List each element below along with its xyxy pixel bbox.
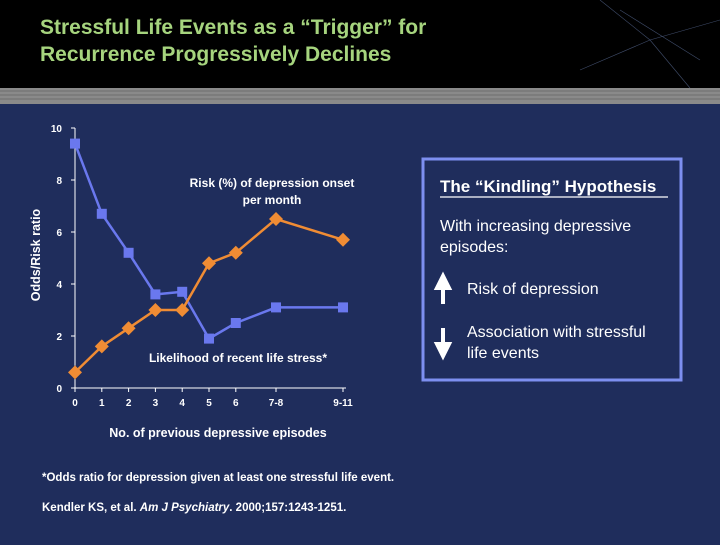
x-tick-label: 9-11 — [333, 398, 353, 409]
sidebar-item: Association with stressful life events — [467, 324, 646, 362]
x-tick-label: 0 — [72, 398, 78, 409]
series-label: Risk (%) of depression onset per month — [189, 176, 355, 207]
marker — [68, 365, 82, 380]
stripe — [0, 88, 720, 104]
marker — [336, 232, 350, 247]
x-tick-label: 3 — [153, 398, 159, 409]
marker — [123, 247, 134, 258]
neuron-art — [579, 0, 720, 89]
marker — [175, 303, 190, 317]
marker — [338, 302, 348, 313]
down-arrow — [433, 328, 453, 361]
x-tick-label: 1 — [99, 398, 105, 409]
marker — [177, 286, 188, 297]
stripe-lines — [0, 90, 720, 100]
citation-journal: Am J Psychiatry — [139, 502, 230, 514]
marker — [230, 318, 241, 328]
marker — [269, 212, 283, 226]
header-band — [0, 0, 720, 88]
footnote: *Odds ratio for depression given at leas… — [42, 472, 395, 484]
series-line — [74, 217, 344, 374]
y-axis-label: Odds/Risk ratio — [29, 208, 43, 301]
marker — [150, 289, 161, 300]
sidebar-item: Risk of depression — [467, 281, 599, 298]
y-tick-label: 8 — [56, 176, 62, 187]
y-tick-label: 2 — [56, 332, 62, 343]
up-arrow — [433, 271, 453, 304]
series-label: Likelihood of recent life stress* — [149, 351, 327, 365]
title-line: Recurrence Progressively Declines — [40, 43, 391, 66]
citation: Kendler KS, et al. Am J Psychiatry. 2000… — [42, 502, 346, 514]
marker — [70, 138, 80, 149]
x-axis-label: No. of previous depressive episodes — [109, 426, 326, 440]
marker — [271, 302, 281, 313]
marker — [121, 321, 136, 336]
citation-details: . 2000;157:1243-1251. — [229, 502, 347, 514]
y-tick-label: 6 — [56, 228, 62, 239]
citation-authors: Kendler KS, et al. — [42, 502, 137, 514]
marker — [148, 303, 163, 317]
sidebar-intro: With increasing depressive episodes: — [440, 218, 632, 256]
x-tick-label: 2 — [126, 398, 132, 409]
series-line — [73, 143, 343, 341]
marker — [204, 333, 214, 344]
marker — [202, 256, 216, 271]
sidebar-title: The “Kindling” Hypothesis — [440, 177, 656, 196]
y-tick-label: 4 — [56, 280, 62, 291]
y-tick-label: 0 — [56, 384, 62, 395]
marker — [96, 208, 107, 219]
x-tick-label: 5 — [206, 398, 212, 409]
x-tick-label: 6 — [233, 398, 239, 409]
marker — [228, 245, 243, 260]
title-line: Stressful Life Events as a “Trigger” for — [40, 16, 426, 39]
x-tick-label: 7-8 — [269, 398, 284, 409]
marker — [94, 339, 109, 354]
x-tick-label: 4 — [179, 398, 185, 409]
y-tick-label: 10 — [51, 124, 63, 135]
sidebar-box — [421, 157, 683, 382]
